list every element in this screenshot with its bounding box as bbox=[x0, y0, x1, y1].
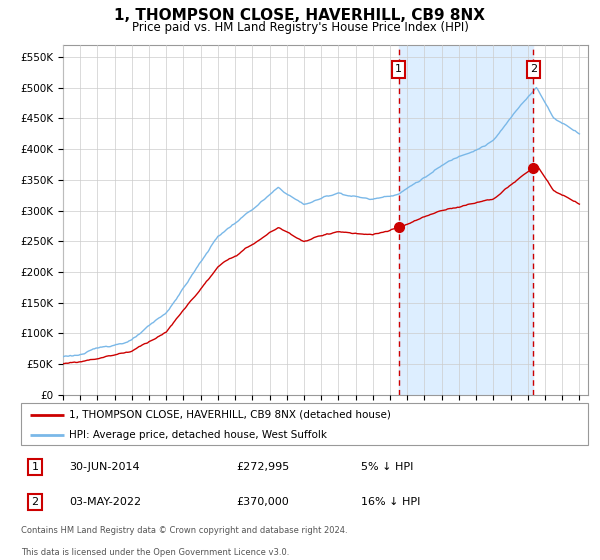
FancyBboxPatch shape bbox=[21, 403, 588, 445]
Text: 16% ↓ HPI: 16% ↓ HPI bbox=[361, 497, 421, 507]
Text: Contains HM Land Registry data © Crown copyright and database right 2024.: Contains HM Land Registry data © Crown c… bbox=[21, 526, 347, 535]
Text: Price paid vs. HM Land Registry's House Price Index (HPI): Price paid vs. HM Land Registry's House … bbox=[131, 21, 469, 34]
Text: £370,000: £370,000 bbox=[236, 497, 289, 507]
Text: £272,995: £272,995 bbox=[236, 462, 290, 472]
Text: 2: 2 bbox=[32, 497, 39, 507]
Text: 30-JUN-2014: 30-JUN-2014 bbox=[69, 462, 140, 472]
Text: 03-MAY-2022: 03-MAY-2022 bbox=[69, 497, 142, 507]
Text: 1, THOMPSON CLOSE, HAVERHILL, CB9 8NX: 1, THOMPSON CLOSE, HAVERHILL, CB9 8NX bbox=[115, 8, 485, 24]
Text: This data is licensed under the Open Government Licence v3.0.: This data is licensed under the Open Gov… bbox=[21, 548, 289, 557]
Text: 1: 1 bbox=[32, 462, 38, 472]
Text: HPI: Average price, detached house, West Suffolk: HPI: Average price, detached house, West… bbox=[69, 430, 327, 440]
Text: 2: 2 bbox=[530, 64, 537, 74]
Bar bbox=[398, 45, 533, 395]
Text: 1, THOMPSON CLOSE, HAVERHILL, CB9 8NX (detached house): 1, THOMPSON CLOSE, HAVERHILL, CB9 8NX (d… bbox=[69, 409, 391, 419]
Text: 1: 1 bbox=[395, 64, 402, 74]
Text: 5% ↓ HPI: 5% ↓ HPI bbox=[361, 462, 413, 472]
